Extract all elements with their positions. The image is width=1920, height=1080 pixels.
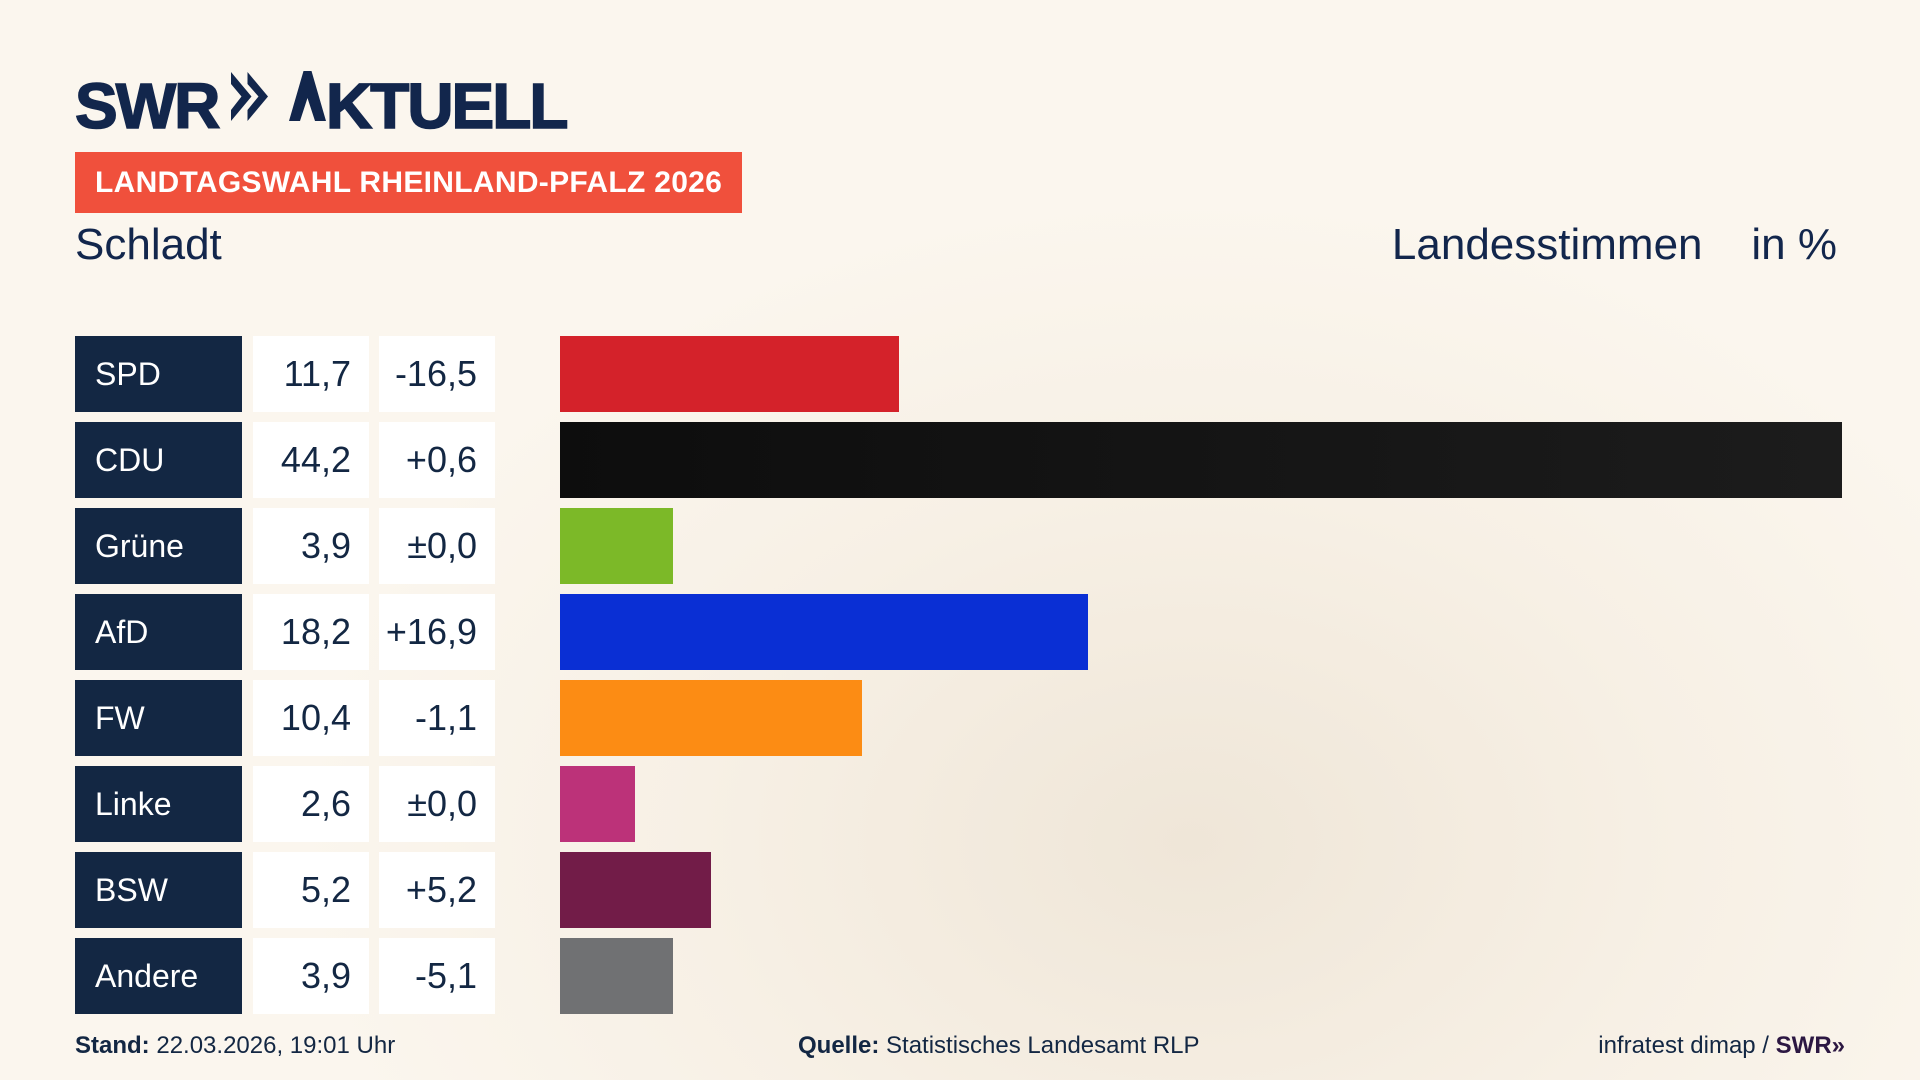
svg-text:KTUELL: KTUELL [326,70,567,142]
svg-text:SWR: SWR [75,70,219,142]
